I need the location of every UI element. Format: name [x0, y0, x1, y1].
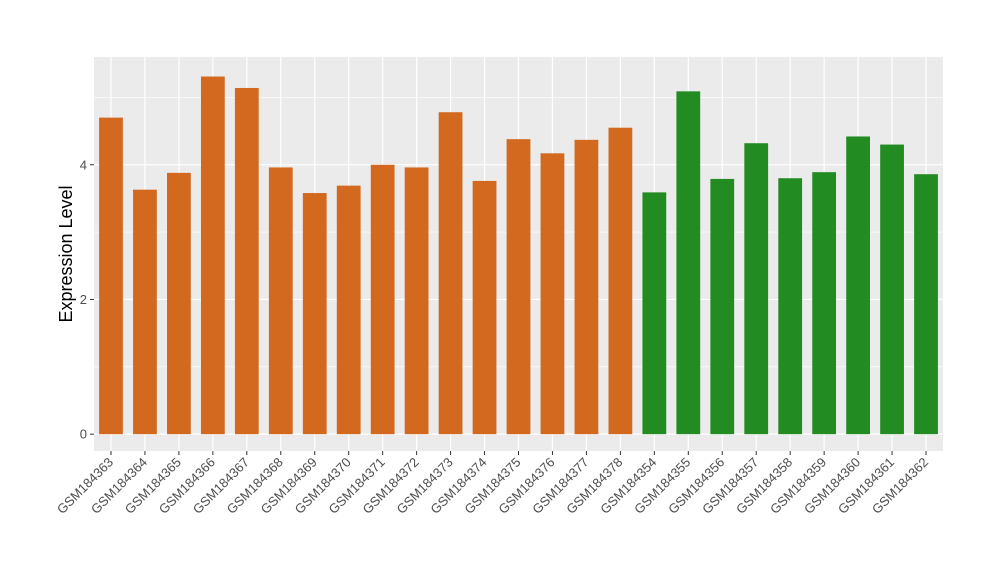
bars — [99, 76, 938, 435]
bar-GSM184358 — [778, 178, 803, 435]
bar-GSM184378 — [608, 127, 633, 435]
bar-GSM184374 — [472, 180, 497, 435]
bar-GSM184355 — [676, 91, 701, 435]
bar-GSM184370 — [336, 185, 361, 435]
bar-GSM184361 — [880, 144, 904, 435]
bar-GSM184366 — [200, 76, 225, 435]
bar-GSM184372 — [404, 167, 429, 435]
y-tick-label: 2 — [80, 292, 87, 307]
bar-GSM184363 — [99, 117, 123, 435]
bar-GSM184362 — [914, 174, 938, 435]
bar-GSM184354 — [642, 192, 667, 435]
bar-GSM184367 — [234, 87, 259, 435]
bar-GSM184377 — [574, 139, 599, 435]
y-tick-label: 4 — [80, 157, 87, 172]
bar-GSM184373 — [438, 112, 463, 435]
bar-GSM184360 — [846, 136, 870, 435]
bar-GSM184371 — [370, 164, 395, 435]
bar-GSM184369 — [302, 193, 327, 435]
bar-GSM184376 — [540, 153, 565, 435]
bar-GSM184365 — [167, 172, 191, 435]
bar-GSM184356 — [710, 178, 735, 435]
y-tick-label: 0 — [80, 427, 87, 442]
y-axis-title: Expression Level — [56, 185, 76, 322]
bar-GSM184368 — [268, 167, 293, 435]
y-axis: 0 2 4 — [80, 157, 94, 442]
bar-GSM184375 — [506, 139, 531, 435]
x-axis: GSM184363GSM184364GSM184365GSM184366GSM1… — [54, 451, 931, 517]
bar-GSM184359 — [812, 172, 837, 435]
bar-GSM184357 — [744, 143, 769, 435]
bar-GSM184364 — [133, 189, 157, 435]
